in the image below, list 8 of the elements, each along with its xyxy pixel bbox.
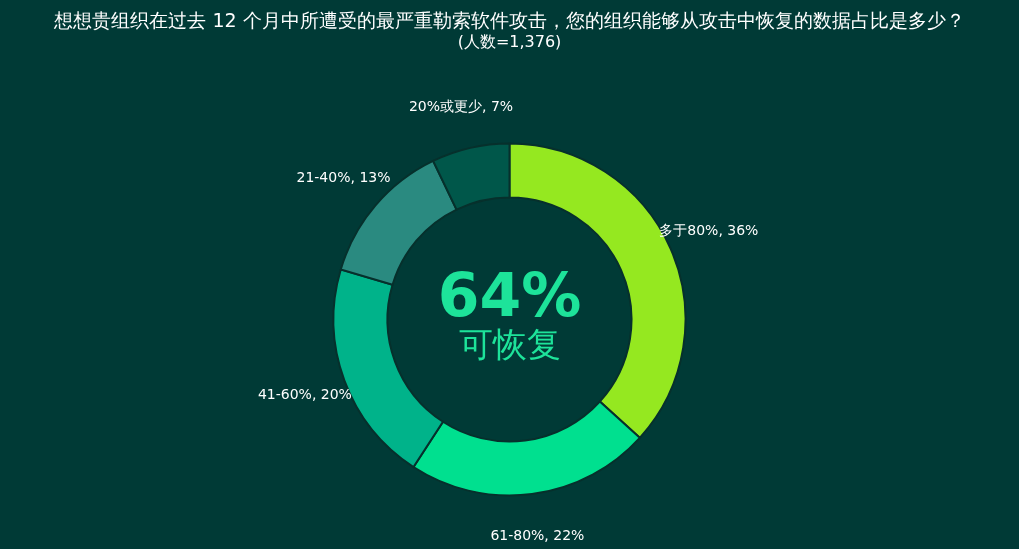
slice-label: 21-40%, 13% bbox=[296, 169, 391, 186]
slice-label: 20%或更少, 7% bbox=[408, 97, 514, 114]
chart-subtitle: (人数=1,376) bbox=[457, 32, 562, 51]
slice-label: 多于80%, 36% bbox=[659, 222, 759, 239]
chart-title: 想想贵组织在过去 12 个月中所遭受的最严重勒索软件攻击，您的组织能够从攻击中恢复的数据占比是多少？ bbox=[53, 9, 965, 31]
text: 可恢复 bbox=[458, 323, 561, 364]
slice-label: 61-80%, 22% bbox=[490, 526, 585, 543]
slice-label: 41-60%, 20% bbox=[257, 385, 352, 402]
